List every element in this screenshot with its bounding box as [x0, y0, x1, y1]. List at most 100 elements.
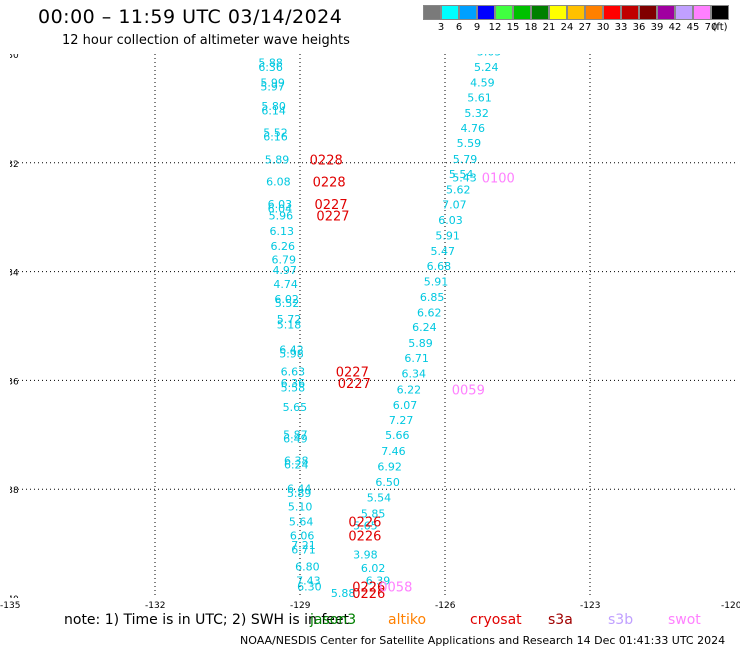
- wave-height-label: 6.71: [404, 352, 429, 365]
- wave-height-label: 6.42: [279, 343, 304, 356]
- wave-height-label: 5.91: [424, 275, 449, 288]
- wave-height-label: 5.89: [287, 487, 312, 500]
- y-tick-label: -40: [10, 595, 19, 598]
- wave-height-label: 6.22: [397, 384, 422, 397]
- pass-time-label: 0227: [315, 198, 348, 213]
- wave-height-label: 6.80: [295, 560, 320, 573]
- legend-label: 21: [542, 22, 556, 33]
- map-title: 00:00 – 11:59 UTC 03/14/2024: [38, 6, 343, 28]
- wave-height-label: 7.27: [389, 414, 414, 427]
- legend-swatch: [711, 5, 729, 20]
- wave-height-label: 5.05: [477, 54, 502, 58]
- wave-height-label: 5.88: [331, 587, 356, 598]
- y-tick-label: -34: [10, 269, 19, 279]
- x-tick-label: -123: [580, 601, 601, 611]
- wave-height-label: 5.97: [260, 81, 285, 94]
- y-tick-label: -36: [10, 377, 19, 387]
- legend-label: 30: [596, 22, 610, 33]
- wave-height-label: 5.85: [361, 508, 386, 521]
- wave-height-label: 5.64: [289, 515, 314, 528]
- legend-label: 45: [686, 22, 700, 33]
- pass-time-label: 0100: [482, 171, 515, 186]
- wave-height-label: 6.13: [270, 225, 295, 238]
- wave-height-label: 5.43: [452, 171, 477, 184]
- x-tick-label: -129: [290, 601, 311, 611]
- wave-height-label: 6.34: [402, 367, 427, 380]
- wave-height-label: 5.65: [283, 401, 308, 414]
- pass-time-label: 0058: [379, 581, 412, 596]
- legend-swatch: [567, 5, 585, 20]
- legend-label: 3: [437, 22, 445, 33]
- legend-label: 6: [455, 22, 463, 33]
- legend-swatch: [603, 5, 621, 20]
- wave-height-label: 6.85: [420, 291, 445, 304]
- legend-label: 36: [632, 22, 646, 33]
- legend-swatch: [513, 5, 531, 20]
- pass-time-label: 0226: [352, 581, 385, 596]
- legend-swatch: [531, 5, 549, 20]
- wave-height-label: 5.59: [457, 137, 482, 150]
- wave-height-label: 6.79: [271, 254, 296, 267]
- wave-height-label: 6.36: [281, 377, 306, 390]
- legend-label: 9: [473, 22, 481, 33]
- legend-label: 70: [704, 22, 718, 33]
- legend-swatch: [675, 5, 693, 20]
- y-tick-label: -30: [10, 54, 19, 61]
- wave-height-label: 6.02: [361, 562, 386, 575]
- wave-height-label: 6.03: [438, 214, 463, 227]
- wave-height-label: 5.88: [258, 57, 283, 70]
- wave-height-label: 6.38: [284, 454, 309, 467]
- wave-height-label: 6.71: [291, 544, 316, 557]
- legend-label: 12: [488, 22, 502, 33]
- wave-height-label: 6.08: [266, 175, 291, 188]
- legend-swatch: [585, 5, 603, 20]
- satellite-legend-item: swot: [668, 612, 701, 628]
- legend-swatch: [693, 5, 711, 20]
- wave-height-label: 5.52: [263, 126, 288, 139]
- wave-height-label: 5.32: [464, 107, 489, 120]
- wave-height-label: 7.43: [296, 575, 321, 588]
- satellite-legend-item: jason3: [310, 612, 357, 628]
- wave-height-label: 5.47: [431, 245, 456, 258]
- wave-height-label: 5.99: [260, 76, 285, 89]
- pass-time-label: 0228: [313, 175, 346, 190]
- legend-swatch: [477, 5, 495, 20]
- legend-unit: (ft): [712, 22, 728, 33]
- wave-height-label: 5.24: [474, 61, 499, 74]
- wave-height-label: 6.36: [258, 61, 283, 74]
- pass-time-label: 0059: [452, 384, 485, 399]
- legend-swatch: [639, 5, 657, 20]
- altimeter-map-plot: -30-32-34-36-38-405.886.365.995.975.806.…: [10, 54, 735, 598]
- satellite-legend-item: altiko: [388, 612, 427, 628]
- wave-height-label: 6.24: [412, 321, 437, 334]
- wave-height-label: 6.63: [281, 366, 306, 379]
- wave-height-label: 5.66: [385, 429, 410, 442]
- wave-height-label: 6.03: [268, 198, 293, 211]
- wave-height-label: 6.44: [287, 483, 312, 496]
- wave-height-label: 6.06: [290, 529, 315, 542]
- wave-height-label: 5.61: [467, 92, 492, 105]
- wave-height-label: 6.50: [375, 476, 400, 489]
- pass-time-label: 0228: [310, 154, 343, 169]
- legend-swatch: [495, 5, 513, 20]
- y-tick-label: -38: [10, 486, 19, 496]
- wave-height-label: 5.91: [435, 230, 460, 243]
- wave-height-label: 7.46: [381, 445, 406, 458]
- wave-height-label: 5.54: [367, 491, 392, 504]
- wave-height-label: 6.39: [366, 575, 391, 588]
- x-tick-label: -120: [721, 601, 740, 611]
- x-tick-label: -132: [145, 601, 166, 611]
- wave-height-label: 5.10: [288, 501, 313, 514]
- legend-swatch: [657, 5, 675, 20]
- legend-swatch: [441, 5, 459, 20]
- wave-height-label: 5.79: [453, 153, 478, 166]
- wave-height-label: 6.30: [297, 581, 322, 594]
- wave-height-label: 5.98: [279, 348, 304, 361]
- pass-time-label: 0226: [348, 515, 381, 530]
- wave-height-label: 4.74: [273, 278, 298, 291]
- wave-height-label: 4.76: [460, 122, 485, 135]
- wave-height-label: 6.07: [393, 399, 418, 412]
- wave-height-label: 5.54: [449, 168, 474, 181]
- wave-height-label: 6.68: [427, 260, 452, 273]
- wave-height-label: 6.92: [377, 460, 402, 473]
